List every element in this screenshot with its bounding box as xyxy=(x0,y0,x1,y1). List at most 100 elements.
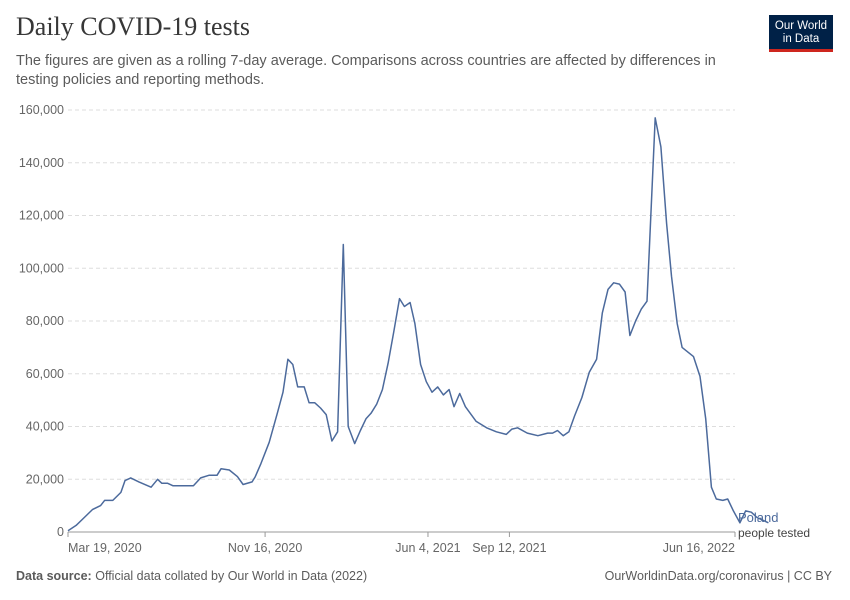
data-point xyxy=(287,358,289,360)
data-point xyxy=(303,386,305,388)
data-point xyxy=(208,474,210,476)
data-point xyxy=(693,356,695,358)
data-point xyxy=(370,412,372,414)
data-source-label: Data source: xyxy=(16,569,92,583)
data-point xyxy=(297,386,299,388)
data-point xyxy=(200,477,202,479)
data-point xyxy=(403,306,405,308)
data-point xyxy=(292,364,294,366)
y-tick-label: 160,000 xyxy=(19,103,64,117)
logo-line-2: in Data xyxy=(782,33,820,45)
data-point xyxy=(646,300,648,302)
data-point xyxy=(715,498,717,500)
data-point xyxy=(130,477,132,479)
data-point xyxy=(242,484,244,486)
data-point xyxy=(342,244,344,246)
y-tick-label: 20,000 xyxy=(26,472,64,486)
data-point xyxy=(475,420,477,422)
data-point xyxy=(710,486,712,488)
data-point xyxy=(216,474,218,476)
data-point xyxy=(459,393,461,395)
data-point xyxy=(124,480,126,482)
data-point xyxy=(91,509,93,511)
y-tick-label: 60,000 xyxy=(26,367,64,381)
data-point xyxy=(671,275,673,277)
y-tick-label: 120,000 xyxy=(19,209,64,223)
data-point xyxy=(166,482,168,484)
data-point xyxy=(505,433,507,435)
data-point xyxy=(260,462,262,464)
data-point xyxy=(420,364,422,366)
data-point xyxy=(601,312,603,314)
data-point xyxy=(640,308,642,310)
y-tick-label: 0 xyxy=(57,525,64,539)
data-point xyxy=(722,499,724,501)
data-point xyxy=(431,391,433,393)
data-point xyxy=(314,402,316,404)
series-sublabel: people tested xyxy=(738,526,810,540)
data-point xyxy=(464,406,466,408)
data-point xyxy=(399,298,401,300)
x-tick-label: Jun 16, 2022 xyxy=(663,541,735,555)
data-point xyxy=(437,386,439,388)
y-axis: 0 20,000 40,000 60,000 80,000 100,000 120,000 1… xyxy=(19,103,64,539)
data-point xyxy=(331,440,333,442)
data-point xyxy=(220,468,222,470)
data-point xyxy=(308,402,310,404)
footer-url[interactable]: OurWorldinData.org/coronavirus | CC BY xyxy=(604,569,832,583)
data-point xyxy=(676,323,678,325)
data-point xyxy=(486,427,488,429)
data-point xyxy=(251,481,253,483)
data-point xyxy=(526,432,528,434)
y-tick-label: 140,000 xyxy=(19,156,64,170)
x-tick-label: Nov 16, 2020 xyxy=(228,541,302,555)
data-point xyxy=(547,432,549,434)
y-tick-label: 80,000 xyxy=(26,314,64,328)
logo-line-1: Our World xyxy=(774,20,828,32)
data-point xyxy=(552,432,554,434)
data-point xyxy=(393,331,395,333)
data-point xyxy=(613,282,615,284)
data-point xyxy=(705,418,707,420)
data-point xyxy=(67,530,69,532)
y-tick-label: 100,000 xyxy=(19,261,64,275)
data-point xyxy=(337,431,339,433)
data-point xyxy=(607,288,609,290)
data-point xyxy=(448,389,450,391)
data-point xyxy=(228,469,230,471)
data-point xyxy=(320,407,322,409)
data-point xyxy=(192,485,194,487)
data-point xyxy=(359,430,361,432)
data-source-text: Official data collated by Our World in D… xyxy=(95,569,368,583)
data-point xyxy=(517,427,519,429)
x-tick-label: Mar 19, 2020 xyxy=(68,541,142,555)
data-point xyxy=(112,499,114,501)
series-line-poland[interactable] xyxy=(67,117,769,532)
data-point xyxy=(495,431,497,433)
series-label: Poland xyxy=(738,510,778,525)
data-point xyxy=(268,441,270,443)
owid-logo[interactable]: Our World in Data xyxy=(769,15,833,52)
data-point xyxy=(325,414,327,416)
data-point xyxy=(381,389,383,391)
data-point xyxy=(596,358,598,360)
data-point xyxy=(161,482,163,484)
data-point xyxy=(618,283,620,285)
data-point xyxy=(236,476,238,478)
data-point xyxy=(511,428,513,430)
x-tick-label: Sep 12, 2021 xyxy=(472,541,546,555)
data-point xyxy=(75,524,77,526)
gridlines xyxy=(68,109,735,480)
data-point xyxy=(581,397,583,399)
x-axis: Mar 19, 2020 Nov 16, 2020 Jun 4, 2021 Sep 1… xyxy=(67,531,736,555)
data-point xyxy=(635,320,637,322)
data-point xyxy=(172,485,174,487)
data-point xyxy=(254,476,256,478)
data-point xyxy=(562,435,564,437)
data-point xyxy=(276,412,278,414)
data-point xyxy=(184,485,186,487)
data-point xyxy=(629,335,631,337)
data-point xyxy=(365,418,367,420)
data-point xyxy=(727,498,729,500)
